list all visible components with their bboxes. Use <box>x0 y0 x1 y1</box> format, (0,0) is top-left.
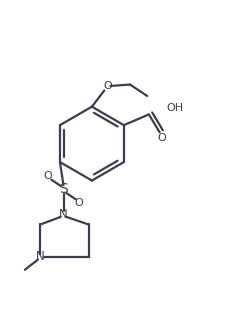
Text: O: O <box>157 133 166 143</box>
Text: N: N <box>36 250 45 263</box>
Text: O: O <box>44 171 52 181</box>
Text: O: O <box>75 197 83 208</box>
Text: O: O <box>103 81 112 91</box>
Text: OH: OH <box>167 103 184 113</box>
Text: S: S <box>59 183 68 197</box>
Text: N: N <box>59 208 68 221</box>
